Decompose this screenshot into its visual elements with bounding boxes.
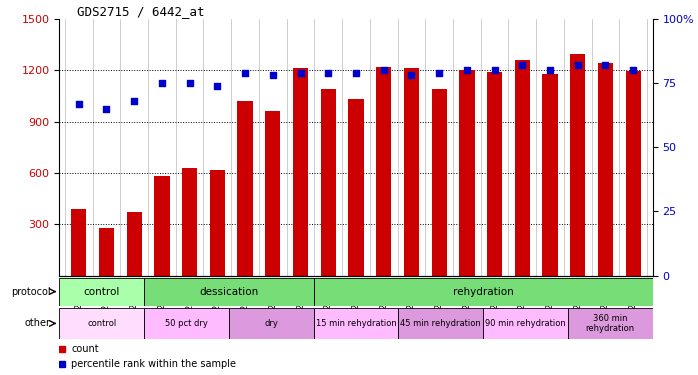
Bar bbox=[487, 72, 503, 276]
Point bbox=[461, 67, 473, 73]
Point bbox=[406, 72, 417, 78]
Point bbox=[128, 98, 140, 104]
Bar bbox=[483, 308, 568, 339]
Bar bbox=[431, 89, 447, 276]
Bar bbox=[144, 278, 313, 306]
Bar bbox=[404, 68, 419, 276]
Bar bbox=[293, 68, 308, 276]
Bar bbox=[313, 308, 399, 339]
Point bbox=[239, 70, 251, 76]
Point bbox=[267, 72, 279, 78]
Point bbox=[433, 70, 445, 76]
Text: control: control bbox=[87, 319, 117, 328]
Bar bbox=[568, 308, 653, 339]
Point bbox=[184, 80, 195, 86]
Point bbox=[600, 62, 611, 68]
Bar bbox=[237, 101, 253, 276]
Bar bbox=[229, 308, 313, 339]
Bar bbox=[376, 67, 392, 276]
Text: control: control bbox=[84, 286, 120, 297]
Bar bbox=[625, 71, 641, 276]
Point bbox=[350, 70, 362, 76]
Bar bbox=[459, 70, 475, 276]
Text: other: other bbox=[24, 318, 50, 328]
Point bbox=[517, 62, 528, 68]
Text: 50 pct dry: 50 pct dry bbox=[165, 319, 208, 328]
Bar bbox=[182, 168, 198, 276]
Point bbox=[211, 82, 223, 88]
Bar bbox=[59, 308, 144, 339]
Bar bbox=[99, 228, 114, 276]
Point bbox=[73, 100, 84, 106]
Bar bbox=[265, 111, 281, 276]
Text: count: count bbox=[71, 344, 99, 354]
Bar bbox=[598, 63, 613, 276]
Text: percentile rank within the sample: percentile rank within the sample bbox=[71, 359, 236, 369]
Text: 360 min
rehydration: 360 min rehydration bbox=[586, 314, 634, 333]
Bar bbox=[514, 60, 530, 276]
Point bbox=[322, 70, 334, 76]
Text: dessication: dessication bbox=[199, 286, 258, 297]
Bar bbox=[320, 89, 336, 276]
Bar bbox=[348, 99, 364, 276]
Point bbox=[295, 70, 306, 76]
Bar bbox=[542, 74, 558, 276]
Bar bbox=[154, 176, 170, 276]
Bar bbox=[126, 212, 142, 276]
Point bbox=[156, 80, 168, 86]
Point bbox=[544, 67, 556, 73]
Text: 15 min rehydration: 15 min rehydration bbox=[315, 319, 396, 328]
Bar bbox=[399, 308, 483, 339]
Point bbox=[101, 106, 112, 112]
Text: 45 min rehydration: 45 min rehydration bbox=[401, 319, 481, 328]
Point bbox=[378, 67, 389, 73]
Bar bbox=[209, 170, 225, 276]
Text: 90 min rehydration: 90 min rehydration bbox=[485, 319, 566, 328]
Point bbox=[572, 62, 584, 68]
Bar bbox=[144, 308, 229, 339]
Text: GDS2715 / 6442_at: GDS2715 / 6442_at bbox=[77, 4, 205, 18]
Text: protocol: protocol bbox=[10, 286, 50, 297]
Point bbox=[628, 67, 639, 73]
Text: rehydration: rehydration bbox=[453, 286, 514, 297]
Point bbox=[489, 67, 500, 73]
Bar bbox=[71, 209, 87, 276]
Text: dry: dry bbox=[265, 319, 279, 328]
Bar bbox=[570, 54, 586, 276]
Bar bbox=[59, 278, 144, 306]
Bar bbox=[313, 278, 653, 306]
